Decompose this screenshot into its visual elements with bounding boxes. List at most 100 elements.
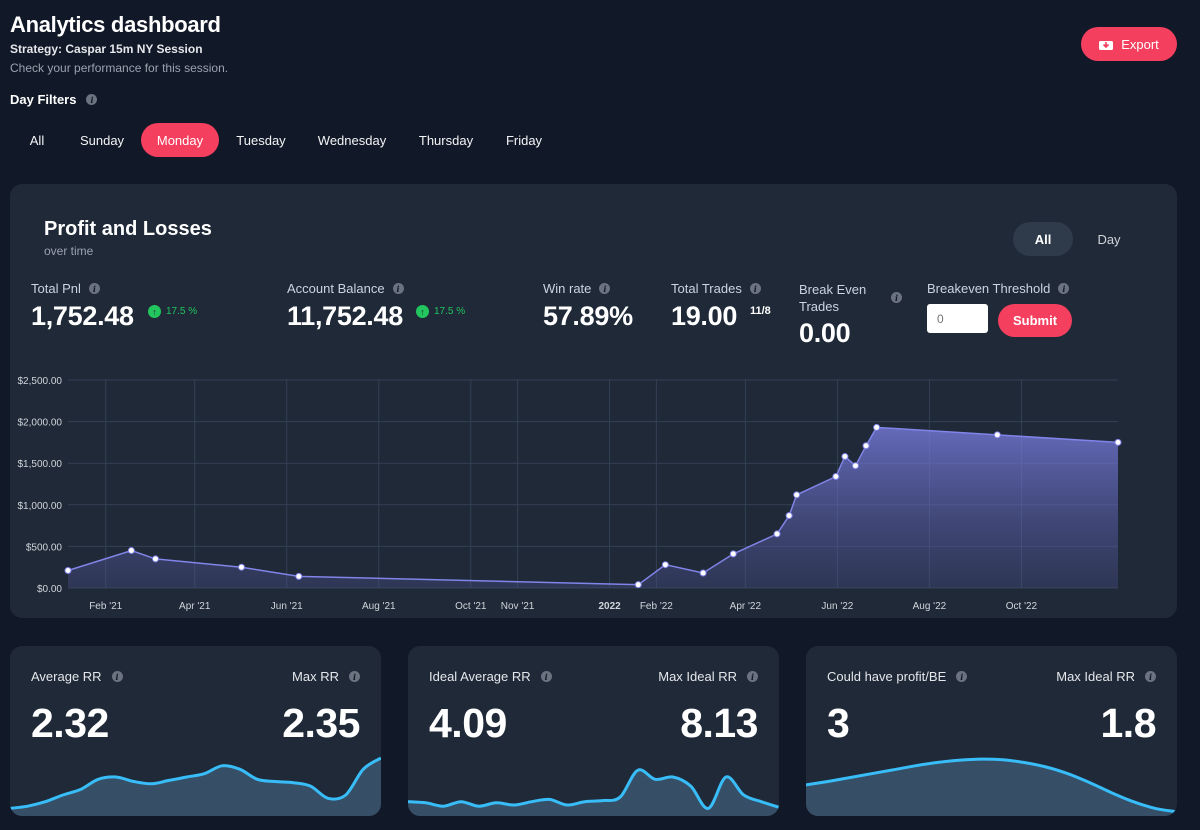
info-icon[interactable]: i [349,671,360,682]
y-tick-label: $2,000.00 [18,418,63,429]
info-icon[interactable]: i [540,671,552,682]
export-button[interactable]: Export [1081,27,1177,61]
data-point[interactable] [634,581,642,589]
day-tab-monday[interactable]: Monday [141,123,219,157]
data-point[interactable] [127,547,135,555]
data-point[interactable] [873,423,881,431]
data-point[interactable] [785,512,793,520]
card-right-label: Max Ideal RR i [658,669,758,684]
data-point[interactable] [661,561,669,569]
data-point[interactable] [237,563,245,571]
sparkline-area [806,759,1177,816]
data-point[interactable] [152,555,159,563]
card-left-label-text: Average RR [31,669,102,684]
data-point[interactable] [793,491,801,499]
strategy-label: Strategy: Caspar 15m NY Session [10,42,203,56]
data-point[interactable] [729,550,737,558]
info-icon[interactable]: i [747,671,758,682]
win-rate-label: Win rate i [543,281,611,296]
data-point[interactable] [862,442,870,450]
total-pnl-label-text: Total Pnl [31,281,81,296]
card-left-value: 3 [827,700,850,746]
pnl-subtitle: over time [44,244,94,258]
total-trades-value: 19.00 [671,301,738,331]
data-point[interactable] [852,462,859,470]
y-tick-label: $500.00 [26,542,63,553]
x-tick-label: Feb '21 [89,601,122,612]
account-balance-change-badge: ↑ 17.5 % [416,305,465,318]
card-right-label-text: Max Ideal RR [1056,669,1135,684]
x-tick-label: Aug '22 [913,601,947,612]
card-left-label: Average RR i [31,669,123,684]
card-left-value: 2.32 [31,700,109,746]
info-icon[interactable]: i [392,283,404,294]
data-point[interactable] [1114,438,1122,446]
x-tick-label: 2022 [598,601,621,612]
pnl-chart: $0.00 $500.00 $1,000.00 $1,500.00 $2,000.00 $… [18,376,1122,612]
data-point[interactable] [295,572,303,580]
card-right-label-text: Max RR [292,669,339,684]
info-icon[interactable]: i [599,283,611,294]
data-point[interactable] [993,431,1001,439]
data-point[interactable] [841,453,849,461]
breakeven-threshold-input[interactable] [927,304,988,333]
info-icon[interactable]: i [749,283,761,294]
export-label: Export [1121,36,1159,52]
rr-card-could-have-profit: Could have profit/BE i Max Ideal RR i 3 … [806,646,1177,816]
card-right-value: 2.35 [282,700,360,746]
total-trades-label-text: Total Trades [671,281,742,296]
info-icon[interactable]: i [956,671,968,682]
info-icon[interactable]: i [88,283,100,294]
day-tab-tuesday[interactable]: Tuesday [236,132,286,148]
sparkline-area [408,769,779,816]
win-loss-ratio: 11/8 [750,305,771,317]
sparkline-line [806,757,1177,814]
page-title: Analytics dashboard [10,12,221,37]
card-left-label-text: Could have profit/BE [827,669,947,684]
card-right-label-text: Max Ideal RR [658,669,737,684]
y-tick-label: $2,500.00 [18,376,63,387]
sparkline-area [10,758,381,816]
x-tick-label: Feb '22 [640,601,673,612]
sparkline-line [408,768,779,810]
day-tab-friday[interactable]: Friday [505,132,543,148]
total-pnl-change-badge: ↑ 17.5 % [148,305,197,318]
day-filters-heading: Day Filters i [10,92,98,107]
range-toggle-day[interactable]: Day [1097,231,1121,247]
x-tick-label: Jun '22 [821,601,853,612]
y-tick-label: $1,500.00 [18,459,63,470]
info-icon[interactable]: i [1058,283,1070,294]
info-icon[interactable]: i [891,292,902,303]
data-point[interactable] [64,567,72,575]
range-toggle-all[interactable]: All [1013,222,1073,256]
x-tick-label: Apr '21 [179,601,211,612]
page-subtitle: Check your performance for this session. [10,61,229,75]
breakeven-threshold-label-text: Breakeven Threshold [927,281,1051,296]
info-icon[interactable]: i [1145,671,1156,682]
y-tick-label: $1,000.00 [18,501,63,512]
data-point[interactable] [773,530,781,538]
day-tab-wednesday[interactable]: Wednesday [317,132,387,148]
win-rate-value: 57.89% [543,301,633,331]
day-tab-all[interactable]: All [29,132,45,148]
card-left-label: Ideal Average RR i [429,669,552,684]
day-tab-thursday[interactable]: Thursday [418,132,474,148]
card-sparkline [408,768,779,816]
account-balance-label: Account Balance i [287,281,404,296]
pnl-area [68,427,1118,588]
info-icon[interactable]: i [86,94,98,105]
account-balance-value: 11,752.48 [287,301,403,331]
card-sparkline [806,757,1177,816]
break-even-label: Break Even Trades i [799,281,903,315]
day-tab-sunday[interactable]: Sunday [79,132,125,148]
x-tick-label: Jun '21 [271,601,303,612]
breakeven-threshold-label: Breakeven Threshold i [927,281,1070,296]
card-right-value: 8.13 [680,700,758,746]
data-point[interactable] [832,473,840,481]
card-left-label: Could have profit/BE i [827,669,968,684]
card-left-label-text: Ideal Average RR [429,669,531,684]
info-icon[interactable]: i [111,671,123,682]
total-pnl-change: 17.5 % [166,306,198,317]
submit-button[interactable]: Submit [998,304,1072,337]
data-point[interactable] [699,569,707,577]
